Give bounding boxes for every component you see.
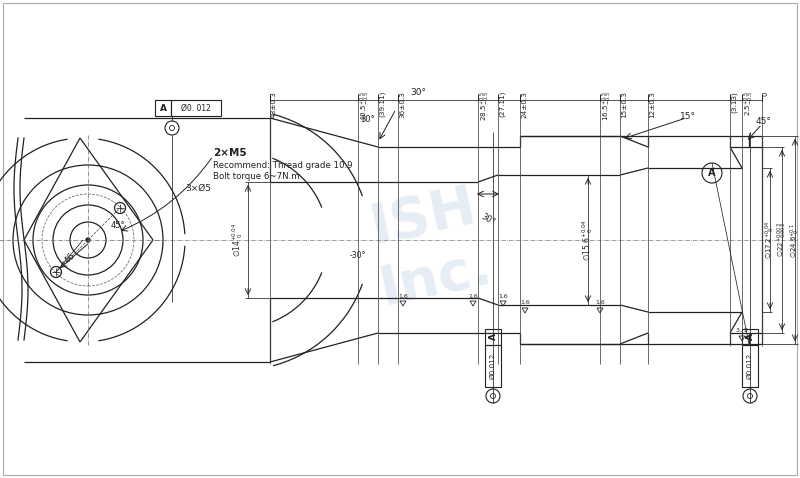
Text: ISH
Inc.: ISH Inc. <box>362 179 498 317</box>
Text: Ø0.012: Ø0.012 <box>747 353 753 379</box>
Text: (3.13): (3.13) <box>731 91 738 113</box>
Text: 30°: 30° <box>479 212 497 228</box>
Text: 12±0.3: 12±0.3 <box>649 91 655 118</box>
Text: A: A <box>159 104 166 112</box>
Text: 1.6: 1.6 <box>595 301 605 305</box>
Bar <box>171 100 221 116</box>
Text: 48±0.3: 48±0.3 <box>271 91 277 118</box>
Text: 16.5$^{+0.5}_{-0.5}$: 16.5$^{+0.5}_{-0.5}$ <box>601 91 614 121</box>
Text: Bolt torque 6~7N.m: Bolt torque 6~7N.m <box>213 172 300 181</box>
Text: 1.6: 1.6 <box>498 293 508 298</box>
Text: 36±0.3: 36±0.3 <box>399 91 405 118</box>
Text: 1.6: 1.6 <box>520 301 530 305</box>
Bar <box>742 329 758 345</box>
Text: 40.5$^{+0.5}_{-0.5}$: 40.5$^{+0.5}_{-0.5}$ <box>359 91 372 121</box>
Text: Recommend: Thread grade 10.9: Recommend: Thread grade 10.9 <box>213 161 353 170</box>
Text: Ø0.012: Ø0.012 <box>490 353 496 379</box>
Text: 2×M5: 2×M5 <box>213 148 246 158</box>
Text: 1.6: 1.6 <box>468 293 478 298</box>
Bar <box>485 345 501 387</box>
Bar <box>155 100 171 116</box>
Text: (27.11): (27.11) <box>499 91 506 118</box>
Text: 0: 0 <box>763 91 769 96</box>
Text: 28.5$^{+0.5}_{-0.5}$: 28.5$^{+0.5}_{-0.5}$ <box>479 91 492 121</box>
Text: A: A <box>746 334 754 340</box>
Text: 3×Ø5: 3×Ø5 <box>185 184 211 193</box>
Bar <box>742 345 758 387</box>
Text: 15°: 15° <box>680 111 696 120</box>
Text: 2.5$^{+0.5}_{-0.5}$: 2.5$^{+0.5}_{-0.5}$ <box>743 91 756 117</box>
Text: $\varnothing$15.6$^{+0.04}_{\ \ \ 0}$: $\varnothing$15.6$^{+0.04}_{\ \ \ 0}$ <box>581 219 595 261</box>
Text: $\varnothing$24.6$^{+0.1}_{\ \ 0}$: $\varnothing$24.6$^{+0.1}_{\ \ 0}$ <box>788 222 800 258</box>
Text: (39.11): (39.11) <box>379 91 386 118</box>
Text: 46: 46 <box>62 251 78 265</box>
Text: 15±0.3: 15±0.3 <box>621 91 627 118</box>
Circle shape <box>86 238 90 242</box>
Text: Ø0. 012: Ø0. 012 <box>181 104 211 112</box>
Bar <box>485 329 501 345</box>
Text: 45°: 45° <box>110 220 126 229</box>
Text: 1.6: 1.6 <box>398 293 408 298</box>
Text: 3. 2: 3. 2 <box>736 327 748 333</box>
Text: $\varnothing$14$^{+0.04}_{\ \ 0}$: $\varnothing$14$^{+0.04}_{\ \ 0}$ <box>230 223 246 257</box>
Text: $\varnothing$17.2$^{+0.04}_{\ \ \ \ 0}$: $\varnothing$17.2$^{+0.04}_{\ \ \ \ 0}$ <box>763 221 777 259</box>
Text: 30°: 30° <box>361 115 375 123</box>
Text: -30°: -30° <box>350 250 366 260</box>
Text: A: A <box>489 334 498 340</box>
Text: 45°: 45° <box>756 117 772 126</box>
Text: A: A <box>708 168 716 178</box>
Text: 24±0.3: 24±0.3 <box>521 91 527 118</box>
Text: $\varnothing$22$^{+0.003}_{-0.003}$: $\varnothing$22$^{+0.003}_{-0.003}$ <box>775 223 789 258</box>
Text: 30°: 30° <box>410 87 426 97</box>
